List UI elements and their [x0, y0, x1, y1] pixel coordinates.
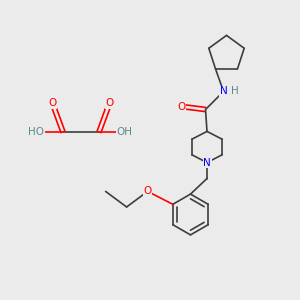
Text: O: O	[105, 98, 114, 109]
Text: HO: HO	[28, 127, 44, 137]
Text: OH: OH	[116, 127, 133, 137]
Text: O: O	[177, 101, 186, 112]
Text: O: O	[48, 98, 57, 109]
Text: N: N	[220, 86, 227, 97]
Text: O: O	[143, 186, 152, 197]
Text: N: N	[203, 158, 211, 168]
Text: H: H	[231, 86, 239, 96]
